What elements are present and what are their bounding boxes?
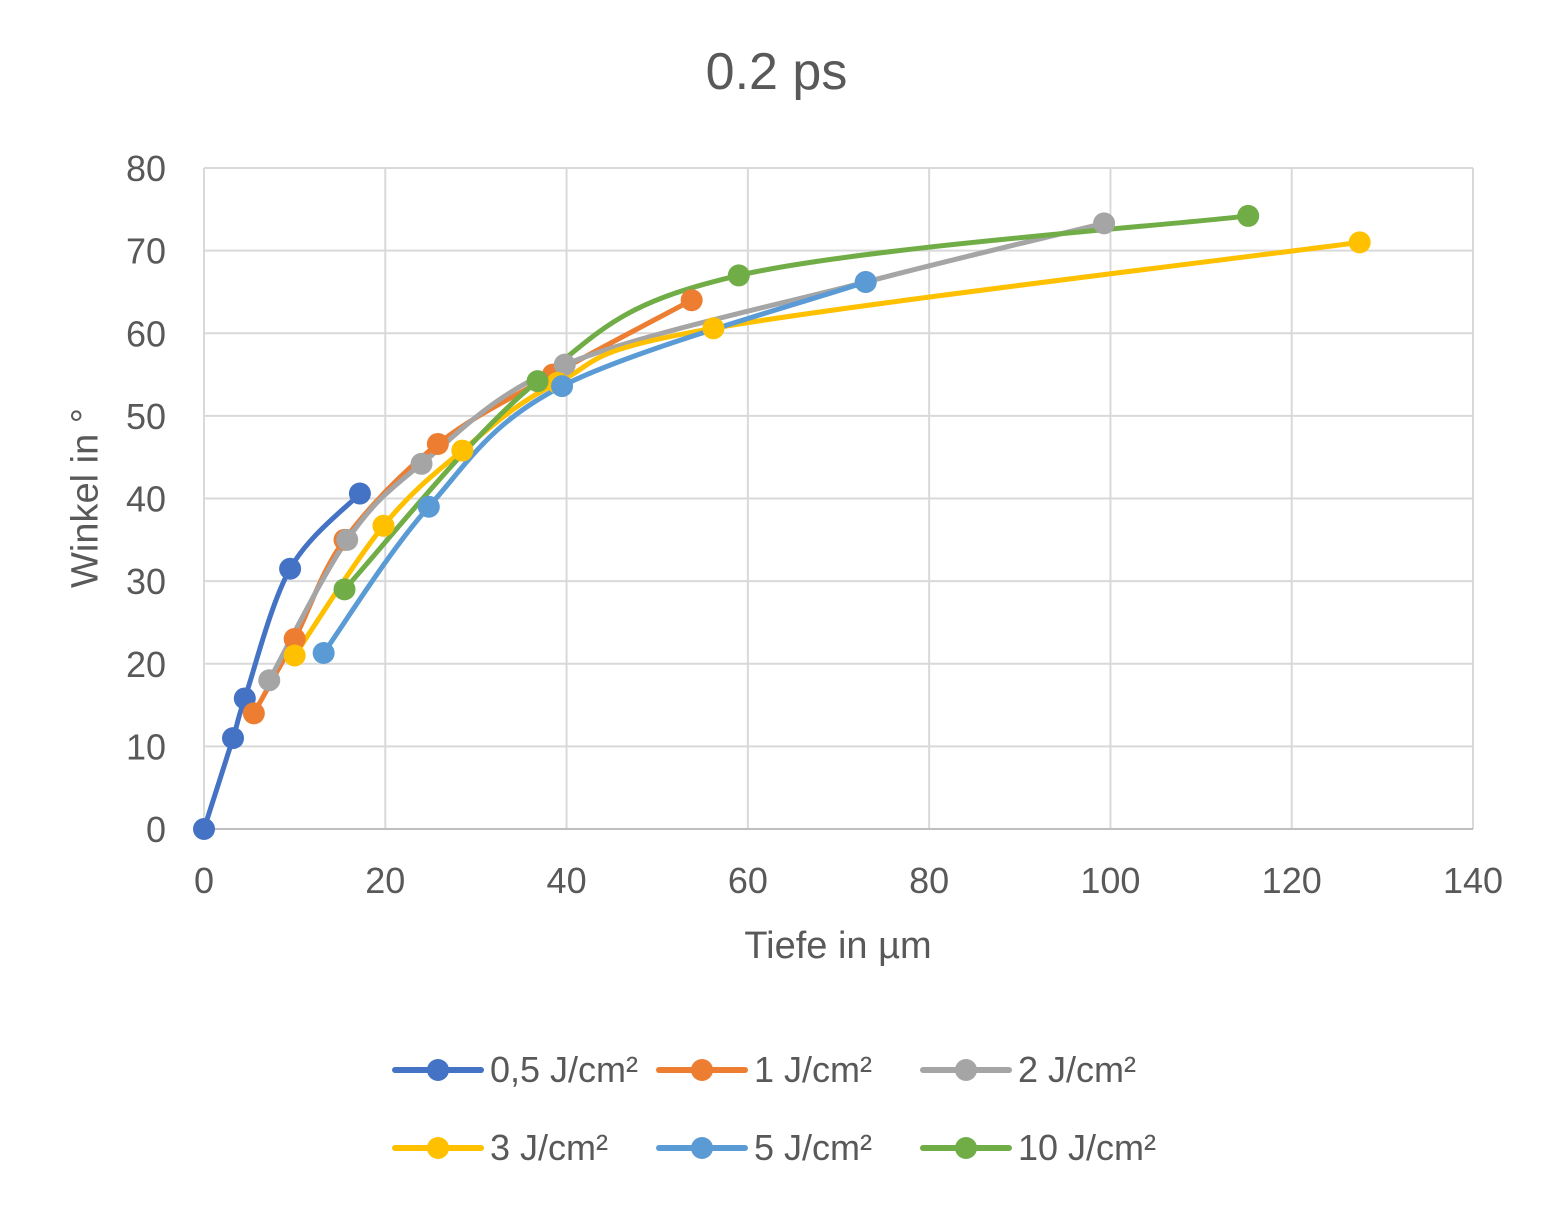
data-point-series-3 xyxy=(410,452,433,475)
data-point-series-1 xyxy=(348,482,371,505)
x-tick-label: 40 xyxy=(547,860,587,901)
data-point-series-5 xyxy=(312,642,335,665)
y-tick-label: 50 xyxy=(126,396,166,437)
y-tick-label: 80 xyxy=(126,148,166,189)
data-point-series-2 xyxy=(242,702,265,725)
series-line-1 xyxy=(201,491,363,832)
data-point-series-1 xyxy=(193,818,215,840)
y-tick-label: 70 xyxy=(126,231,166,272)
x-tick-label: 100 xyxy=(1080,860,1140,901)
y-tick-label: 40 xyxy=(126,479,166,520)
y-tick-label: 20 xyxy=(126,644,166,685)
data-point-series-4 xyxy=(283,644,306,667)
y-tick-label: 0 xyxy=(146,809,166,850)
data-point-series-5 xyxy=(854,271,877,294)
data-point-series-3 xyxy=(1093,212,1116,235)
data-point-series-6 xyxy=(333,578,356,601)
x-tick-label: 120 xyxy=(1262,860,1322,901)
data-point-series-5 xyxy=(551,375,574,398)
data-point-series-1 xyxy=(222,727,245,750)
data-point-series-6 xyxy=(1237,204,1260,227)
data-point-series-3 xyxy=(336,528,359,551)
data-point-series-3 xyxy=(258,669,281,692)
y-tick-label: 10 xyxy=(126,726,166,767)
data-point-series-4 xyxy=(372,514,395,537)
series-line-5 xyxy=(321,279,869,656)
data-point-series-6 xyxy=(526,370,549,393)
data-point-series-1 xyxy=(279,557,302,580)
x-axis-title: Tiefe in µm xyxy=(744,925,932,967)
x-tick-label: 0 xyxy=(194,860,214,901)
data-point-series-3 xyxy=(553,353,576,376)
data-point-series-2 xyxy=(426,432,449,455)
series-line-6 xyxy=(341,213,1251,592)
x-tick-label: 20 xyxy=(365,860,405,901)
data-point-series-5 xyxy=(417,495,440,518)
data-point-series-2 xyxy=(283,627,306,650)
x-tick-label: 80 xyxy=(909,860,949,901)
chart-title: 0.2 ps xyxy=(705,43,848,101)
data-point-series-6 xyxy=(727,264,750,287)
data-point-series-4 xyxy=(1348,231,1371,254)
x-tick-label: 60 xyxy=(728,860,768,901)
y-tick-label: 60 xyxy=(126,313,166,354)
data-point-series-2 xyxy=(680,289,703,312)
data-point-series-4 xyxy=(451,439,474,462)
x-tick-label: 140 xyxy=(1443,860,1503,901)
y-tick-label: 30 xyxy=(126,561,166,602)
data-point-series-4 xyxy=(702,317,725,340)
